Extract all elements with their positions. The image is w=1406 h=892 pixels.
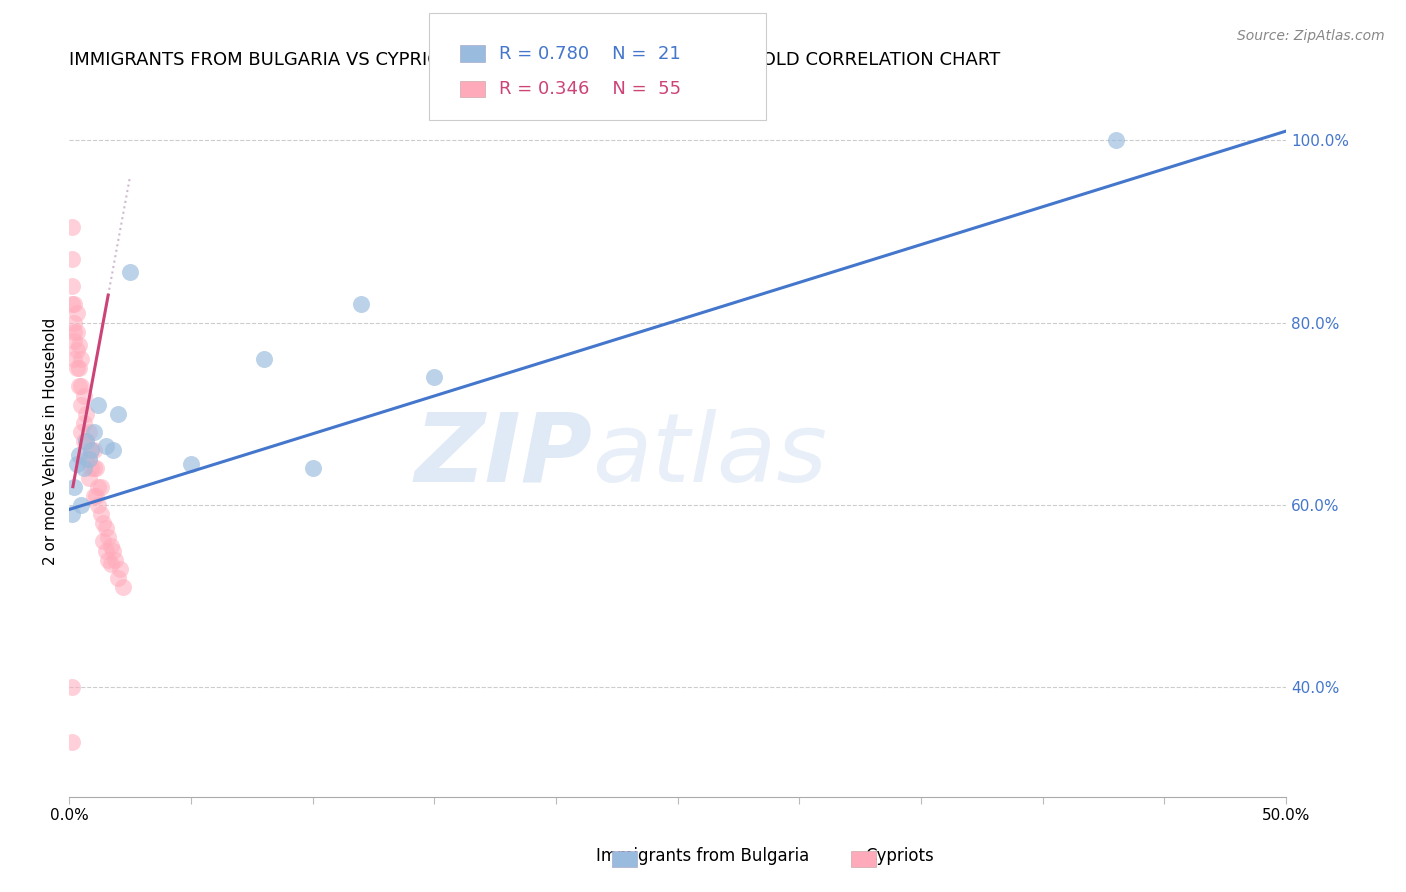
- Point: [100, 557, 122, 571]
- Point: [107, 407, 129, 421]
- Point: [83, 425, 105, 439]
- Point: [60, 507, 83, 521]
- Point: [301, 461, 323, 475]
- Point: [60, 735, 83, 749]
- Point: [77, 425, 100, 439]
- Point: [1104, 133, 1126, 147]
- Text: Immigrants from Bulgaria: Immigrants from Bulgaria: [596, 847, 810, 865]
- Point: [110, 562, 132, 576]
- Point: [63, 480, 86, 494]
- Point: [73, 416, 96, 430]
- Point: [83, 443, 105, 458]
- Point: [87, 398, 110, 412]
- Text: Source: ZipAtlas.com: Source: ZipAtlas.com: [1237, 29, 1385, 43]
- Point: [67, 379, 90, 393]
- Point: [83, 461, 105, 475]
- Point: [111, 580, 134, 594]
- Point: [63, 316, 86, 330]
- Point: [65, 361, 87, 376]
- Point: [65, 306, 87, 320]
- Point: [70, 379, 93, 393]
- Point: [70, 498, 93, 512]
- Point: [65, 457, 87, 471]
- Point: [80, 461, 103, 475]
- Point: [77, 452, 100, 467]
- Point: [60, 297, 83, 311]
- Point: [63, 352, 86, 367]
- Text: ZIP: ZIP: [415, 409, 592, 502]
- Point: [90, 507, 112, 521]
- Point: [91, 534, 114, 549]
- Point: [107, 571, 129, 585]
- Point: [60, 279, 83, 293]
- Point: [60, 252, 83, 266]
- Point: [91, 516, 114, 530]
- Point: [77, 452, 100, 467]
- Point: [65, 325, 87, 339]
- Point: [97, 530, 120, 544]
- Point: [423, 370, 446, 384]
- Point: [60, 680, 83, 694]
- Text: IMMIGRANTS FROM BULGARIA VS CYPRIOT 2 OR MORE VEHICLES IN HOUSEHOLD CORRELATION : IMMIGRANTS FROM BULGARIA VS CYPRIOT 2 OR…: [69, 51, 1001, 69]
- Point: [84, 489, 107, 503]
- Point: [70, 425, 93, 439]
- Point: [73, 434, 96, 448]
- Point: [90, 480, 112, 494]
- Point: [70, 398, 93, 412]
- Point: [104, 552, 127, 566]
- Point: [63, 334, 86, 348]
- Point: [120, 265, 142, 279]
- Point: [80, 443, 103, 458]
- Point: [94, 439, 117, 453]
- Point: [75, 407, 97, 421]
- Point: [87, 480, 110, 494]
- Point: [84, 461, 107, 475]
- Point: [75, 434, 97, 448]
- Point: [67, 338, 90, 352]
- Point: [60, 219, 83, 234]
- Point: [253, 352, 276, 367]
- Point: [80, 443, 103, 458]
- Point: [63, 325, 86, 339]
- Point: [67, 361, 90, 376]
- Point: [87, 498, 110, 512]
- Point: [75, 434, 97, 448]
- Point: [101, 443, 124, 458]
- Point: [67, 448, 90, 462]
- Point: [63, 297, 86, 311]
- Point: [77, 470, 100, 484]
- Point: [180, 457, 202, 471]
- Point: [94, 543, 117, 558]
- Text: Cypriots: Cypriots: [866, 847, 934, 865]
- Point: [101, 543, 124, 558]
- Point: [83, 489, 105, 503]
- Text: atlas: atlas: [592, 409, 827, 502]
- Point: [73, 388, 96, 402]
- Text: R = 0.346    N =  55: R = 0.346 N = 55: [499, 80, 682, 98]
- Point: [100, 539, 122, 553]
- Point: [65, 343, 87, 357]
- Point: [97, 552, 120, 566]
- Text: R = 0.780    N =  21: R = 0.780 N = 21: [499, 45, 681, 62]
- Point: [350, 297, 373, 311]
- Point: [70, 352, 93, 367]
- Point: [75, 452, 97, 467]
- Point: [94, 521, 117, 535]
- Y-axis label: 2 or more Vehicles in Household: 2 or more Vehicles in Household: [44, 318, 58, 565]
- Point: [73, 461, 96, 475]
